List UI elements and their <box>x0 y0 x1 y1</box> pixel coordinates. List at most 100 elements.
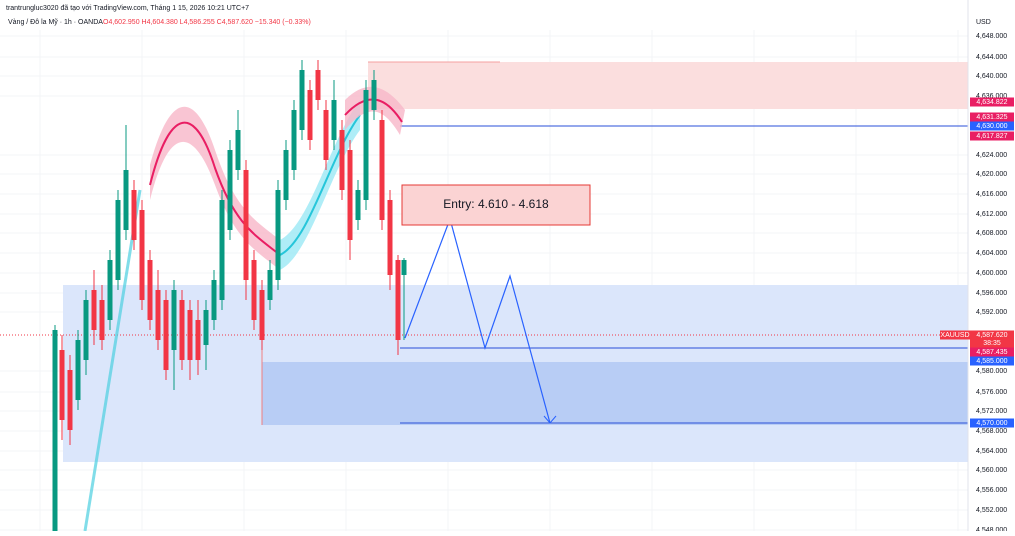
candle-body <box>275 190 281 280</box>
candle-body <box>227 150 233 230</box>
candle-body <box>363 90 369 200</box>
candle-body <box>251 260 257 320</box>
axis-label: 4,560.000 <box>976 467 1007 474</box>
candle-body <box>139 210 145 300</box>
badge-label: 4,617.827 <box>976 133 1007 140</box>
candle-body <box>267 270 273 300</box>
candle-body <box>131 190 137 240</box>
axis-label: 4,572.000 <box>976 408 1007 415</box>
ohlc: O4,602.950 H4,604.380 L4,586.255 C4,587.… <box>103 19 311 26</box>
candle-body <box>307 90 313 140</box>
candles <box>52 60 407 531</box>
badge <box>970 347 1014 357</box>
candle-body <box>331 100 337 140</box>
candle-body <box>59 350 65 420</box>
candle-body <box>147 260 153 320</box>
candle-body <box>99 300 105 340</box>
badge-label: 4,634.822 <box>976 99 1007 106</box>
badge-label: 4,585.000 <box>976 358 1007 365</box>
badge-label: 4,570.000 <box>976 420 1007 427</box>
axis-label: 4,644.000 <box>976 54 1007 61</box>
axis-label: 4,576.000 <box>976 389 1007 396</box>
badge <box>970 330 1014 340</box>
candle-body <box>339 130 345 190</box>
candle-body <box>203 310 209 345</box>
axis-label: 4,608.000 <box>976 230 1007 237</box>
candle-body <box>355 190 361 220</box>
candle-body <box>115 200 121 280</box>
candle-body <box>379 120 385 220</box>
axis-label: 4,592.000 <box>976 309 1007 316</box>
candle-body <box>171 290 177 350</box>
price-badges: 4,634.822 4,631.325 4,630.000 4,617.827 XAUU… <box>940 97 1014 428</box>
candle-body <box>299 70 305 130</box>
axis-label: 4,640.000 <box>976 73 1007 80</box>
supply-zone <box>368 62 968 109</box>
candle-body <box>371 80 377 110</box>
badge <box>970 131 1014 141</box>
band-line <box>279 114 361 256</box>
candle-body <box>91 290 97 330</box>
badge-label: 38:35 <box>983 340 1001 347</box>
axis-label: 4,624.000 <box>976 152 1007 159</box>
candle-body <box>347 150 353 240</box>
axis-label: 4,580.000 <box>976 368 1007 375</box>
axis-label: 4,616.000 <box>976 191 1007 198</box>
badge <box>970 338 1014 348</box>
badge-label: XAUUSD <box>940 332 969 339</box>
axis-label: 4,552.000 <box>976 507 1007 514</box>
axis-label: 4,636.000 <box>976 93 1007 100</box>
axis-label: 4,648.000 <box>976 33 1007 40</box>
badge <box>970 97 1014 107</box>
candle-body <box>187 310 193 360</box>
badge-label: 4,587.435 <box>976 349 1007 356</box>
axis-label: 4,620.000 <box>976 171 1007 178</box>
axis-label: 4,548.000 <box>976 527 1007 531</box>
candle-body <box>163 300 169 370</box>
candle-body <box>243 170 249 280</box>
band-pink <box>345 86 405 135</box>
band-line <box>344 98 403 123</box>
candle-body <box>155 290 161 340</box>
badge <box>940 330 970 340</box>
candle-body <box>259 290 265 340</box>
entry-box <box>401 184 591 226</box>
axis-label: 4,564.000 <box>976 448 1007 455</box>
badge-label: 4,630.000 <box>976 123 1007 130</box>
candle-body <box>283 150 289 200</box>
candle-body <box>67 370 73 430</box>
candle-body <box>291 110 297 170</box>
axis-label: 4,600.000 <box>976 270 1007 277</box>
axis-label: 4,568.000 <box>976 428 1007 435</box>
candle-body <box>52 330 58 531</box>
arrow-head <box>543 415 557 424</box>
candle-body <box>123 170 129 230</box>
badge <box>970 418 1014 428</box>
trend-line <box>83 189 142 532</box>
candle-body <box>195 320 201 360</box>
candle-body <box>323 110 329 160</box>
badge <box>970 356 1014 366</box>
credit: trantrungluc3020 đã tạo với TradingView.… <box>6 5 249 12</box>
axis-unit: USD <box>976 19 991 26</box>
candle-body <box>401 260 407 275</box>
projection-path <box>404 217 551 424</box>
price-axis: 4,648.000 4,644.000 4,640.000 4,636.000 4,62… <box>976 33 1007 534</box>
entry-label: Entry: 4.610 - 4.618 <box>443 197 549 211</box>
badge <box>970 121 1014 131</box>
candle-body <box>315 70 321 100</box>
symbol: Vàng / Đô la Mỹ · 1h · OANDA <box>8 19 103 26</box>
candle-body <box>395 260 401 340</box>
candle-body <box>83 300 89 360</box>
band-line <box>149 121 281 256</box>
candle-body <box>219 200 225 300</box>
axis-label: 4,556.000 <box>976 487 1007 494</box>
candle-body <box>387 200 393 275</box>
target-zone <box>262 362 968 425</box>
badge <box>970 112 1014 122</box>
axis-label: 4,612.000 <box>976 211 1007 218</box>
candle-body <box>235 130 241 170</box>
candle-body <box>179 300 185 360</box>
candle-body <box>75 340 81 400</box>
